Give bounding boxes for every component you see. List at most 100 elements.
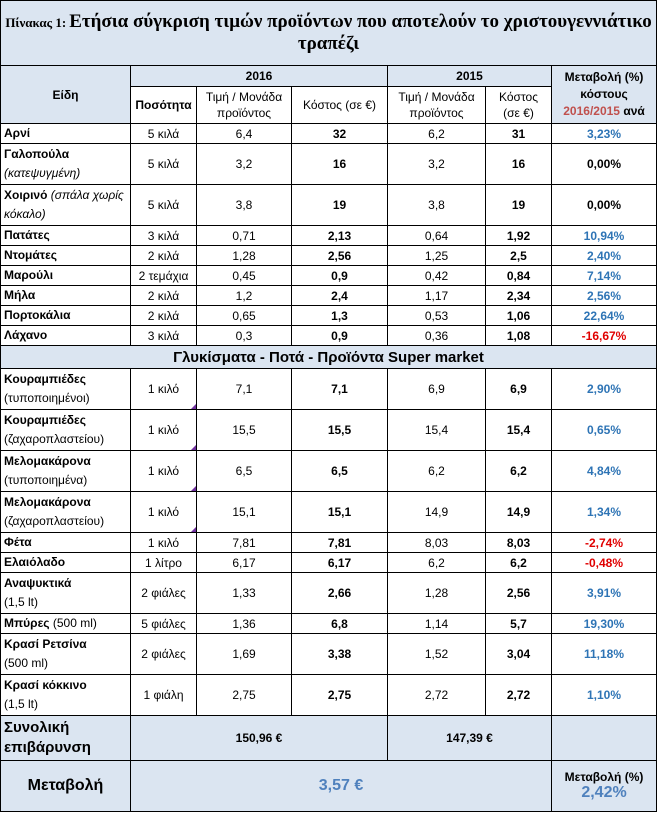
item-note: (τυποποιημένα) bbox=[4, 473, 88, 487]
table-row: Αρνί 5 κιλά 6,4 32 6,2 31 3,23% bbox=[0, 123, 658, 144]
unit-price-2015-cell: 6,2 bbox=[387, 123, 486, 144]
change-header: Μεταβολή (%) κόστους 2016/2015 ανά bbox=[550, 65, 658, 124]
item-name-cell: Ελαιόλαδο bbox=[0, 552, 131, 573]
quantity-cell: 2 φιάλες bbox=[130, 633, 197, 675]
unit-price-2015-cell: 1,28 bbox=[387, 572, 486, 614]
change-pct-cell: 0,65% bbox=[550, 409, 658, 451]
cost-2016-cell: 0,9 bbox=[291, 265, 388, 286]
unit-price-2016-cell: 1,2 bbox=[196, 285, 292, 306]
change-pct-cell: -0,48% bbox=[550, 552, 658, 573]
unit-price-2016-cell: 1,33 bbox=[196, 572, 292, 614]
change-row: Μεταβολή 3,57 € Μεταβολή (%) 2,42% bbox=[0, 760, 658, 812]
cost-2015-cell: 6,2 bbox=[485, 450, 552, 492]
table-title-main: Ετήσια σύγκριση τιμών προϊόντων που αποτ… bbox=[69, 11, 652, 54]
cost-2015-cell: 1,06 bbox=[485, 305, 552, 326]
unit-price-2016-cell: 0,3 bbox=[196, 325, 292, 346]
total-row: Συνολική επιβάρυνση 150,96 € 147,39 € bbox=[0, 715, 658, 761]
cost-2016-cell: 6,17 bbox=[291, 552, 388, 573]
table-row: Λάχανο 3 κιλά 0,3 0,9 0,36 1,08 -16,67% bbox=[0, 325, 658, 346]
unit-price-2016-cell: 15,1 bbox=[196, 491, 292, 533]
table-row: Αναψυκτικά (1,5 lt) 2 φιάλες 1,33 2,66 1,28 2,… bbox=[0, 572, 658, 614]
change-pct-cell: -2,74% bbox=[550, 532, 658, 553]
item-name-cell: Κρασί κόκκινο (1,5 lt) bbox=[0, 674, 131, 716]
cost-2016-cell: 2,75 bbox=[291, 674, 388, 716]
item-name: Μήλα bbox=[4, 288, 36, 302]
item-name: Κρασί Ρετσίνα bbox=[4, 637, 87, 651]
quantity-cell: 5 κιλά bbox=[130, 184, 197, 226]
cost-2015-cell: 1,92 bbox=[485, 225, 552, 246]
unit-price-2016-cell: 6,4 bbox=[196, 123, 292, 144]
change-header-line3: 2016/2015 ανά bbox=[555, 103, 653, 120]
cost-2016-cell: 2,66 bbox=[291, 572, 388, 614]
unit-price-2015-cell: 8,03 bbox=[387, 532, 486, 553]
cost-2015-cell: 2,56 bbox=[485, 572, 552, 614]
cost-2015-cell: 19 bbox=[485, 184, 552, 226]
change-pct-cell: 11,18% bbox=[550, 633, 658, 675]
change-pct-cell: 2,40% bbox=[550, 245, 658, 266]
item-note: (500 ml) bbox=[52, 616, 97, 630]
item-name: Αρνί bbox=[4, 126, 31, 140]
item-name: Πορτοκάλια bbox=[4, 308, 71, 322]
table-title-prefix: Πίνακας 1: bbox=[5, 15, 67, 30]
unit-price-2015-cell: 0,36 bbox=[387, 325, 486, 346]
unit-price-2015-cell: 1,17 bbox=[387, 285, 486, 306]
quantity-cell: 2 κιλά bbox=[130, 285, 197, 306]
unit-price-2016-cell: 0,65 bbox=[196, 305, 292, 326]
unit-price-2016-cell: 0,71 bbox=[196, 225, 292, 246]
group1-body: Αρνί 5 κιλά 6,4 32 6,2 31 3,23% Γαλοπούλα (κατε… bbox=[0, 123, 658, 346]
total-2016-value: 150,96 € bbox=[130, 715, 388, 761]
cost-2015-cell: 8,03 bbox=[485, 532, 552, 553]
cost-2015-cell: 2,72 bbox=[485, 674, 552, 716]
change-pct-value: 2,42% bbox=[581, 784, 627, 801]
quantity-cell: 2 τεμάχια bbox=[130, 265, 197, 286]
item-name: Λάχανο bbox=[4, 328, 48, 342]
item-name-cell: Κρασί Ρετσίνα (500 ml) bbox=[0, 633, 131, 675]
change-pct-cell: 0,00% bbox=[550, 143, 658, 185]
table-row: Γαλοπούλα (κατεψυγμένη) 5 κιλά 3,2 16 3,2 16 0… bbox=[0, 143, 658, 185]
cost-2015-cell: 6,2 bbox=[485, 552, 552, 573]
unit-price-2016-cell: 3,8 bbox=[196, 184, 292, 226]
cost-2016-cell: 3,38 bbox=[291, 633, 388, 675]
cost-2015-cell: 2,34 bbox=[485, 285, 552, 306]
unit-price-2015-cell: 2,72 bbox=[387, 674, 486, 716]
unit-price-2015-cell: 0,64 bbox=[387, 225, 486, 246]
table-row: Κουραμπιέδες (τυποποιημένοι) 1 κιλό 7,1 7,1 6… bbox=[0, 368, 658, 410]
quantity-cell: 5 κιλά bbox=[130, 143, 197, 185]
quantity-cell: 1 λίτρο bbox=[130, 552, 197, 573]
item-name-cell: Ντομάτες bbox=[0, 245, 131, 266]
table-row: Φέτα 1 κιλό 7,81 7,81 8,03 8,03 -2,74% bbox=[0, 532, 658, 553]
change-header-years: 2016/2015 bbox=[563, 104, 620, 118]
quantity-cell: 1 κιλό bbox=[130, 450, 197, 492]
item-name: Ελαιόλαδο bbox=[4, 555, 66, 569]
cost-2015-cell: 16 bbox=[485, 143, 552, 185]
items-header: Είδη bbox=[0, 65, 131, 124]
quantity-cell: 3 κιλά bbox=[130, 325, 197, 346]
unit-price-2015-cell: 6,2 bbox=[387, 450, 486, 492]
item-name-cell: Λάχανο bbox=[0, 325, 131, 346]
item-name-cell: Χοιρινό (σπάλα χωρίς κόκαλο) bbox=[0, 184, 131, 226]
change-pct-cell: 0,00% bbox=[550, 184, 658, 226]
quantity-header: Ποσότητα bbox=[130, 86, 197, 124]
item-name: Μαρούλι bbox=[4, 268, 54, 282]
change-pct-cell: 10,94% bbox=[550, 225, 658, 246]
summary-body: Συνολική επιβάρυνση 150,96 € 147,39 € Με… bbox=[0, 715, 658, 812]
cost-2015-cell: 3,04 bbox=[485, 633, 552, 675]
item-name: Μελομακάρονα bbox=[4, 454, 91, 468]
change-header-line2: κόστους bbox=[580, 87, 628, 101]
change-pct-cell: 1,34% bbox=[550, 491, 658, 533]
item-name: Αναψυκτικά bbox=[4, 576, 72, 590]
cost-2016-cell: 6,5 bbox=[291, 450, 388, 492]
group2-body: Κουραμπιέδες (τυποποιημένοι) 1 κιλό 7,1 7,1 6… bbox=[0, 368, 658, 716]
item-name-cell: Κουραμπιέδες (τυποποιημένοι) bbox=[0, 368, 131, 410]
item-note: (τυποποιημένοι) bbox=[4, 391, 90, 405]
quantity-cell: 1 κιλό bbox=[130, 532, 197, 553]
item-name-cell: Μήλα bbox=[0, 285, 131, 306]
item-name-cell: Αναψυκτικά (1,5 lt) bbox=[0, 572, 131, 614]
item-name-cell: Μελομακάρονα (ζαχαροπλαστείου) bbox=[0, 491, 131, 533]
item-note: (1,5 lt) bbox=[4, 697, 39, 711]
section2-header: Γλυκίσματα - Ποτά - Προϊόντα Super marke… bbox=[0, 345, 658, 369]
item-note: (1,5 lt) bbox=[4, 595, 39, 609]
unit-price-2016-cell: 7,1 bbox=[196, 368, 292, 410]
change-value: 3,57 € bbox=[130, 760, 552, 812]
